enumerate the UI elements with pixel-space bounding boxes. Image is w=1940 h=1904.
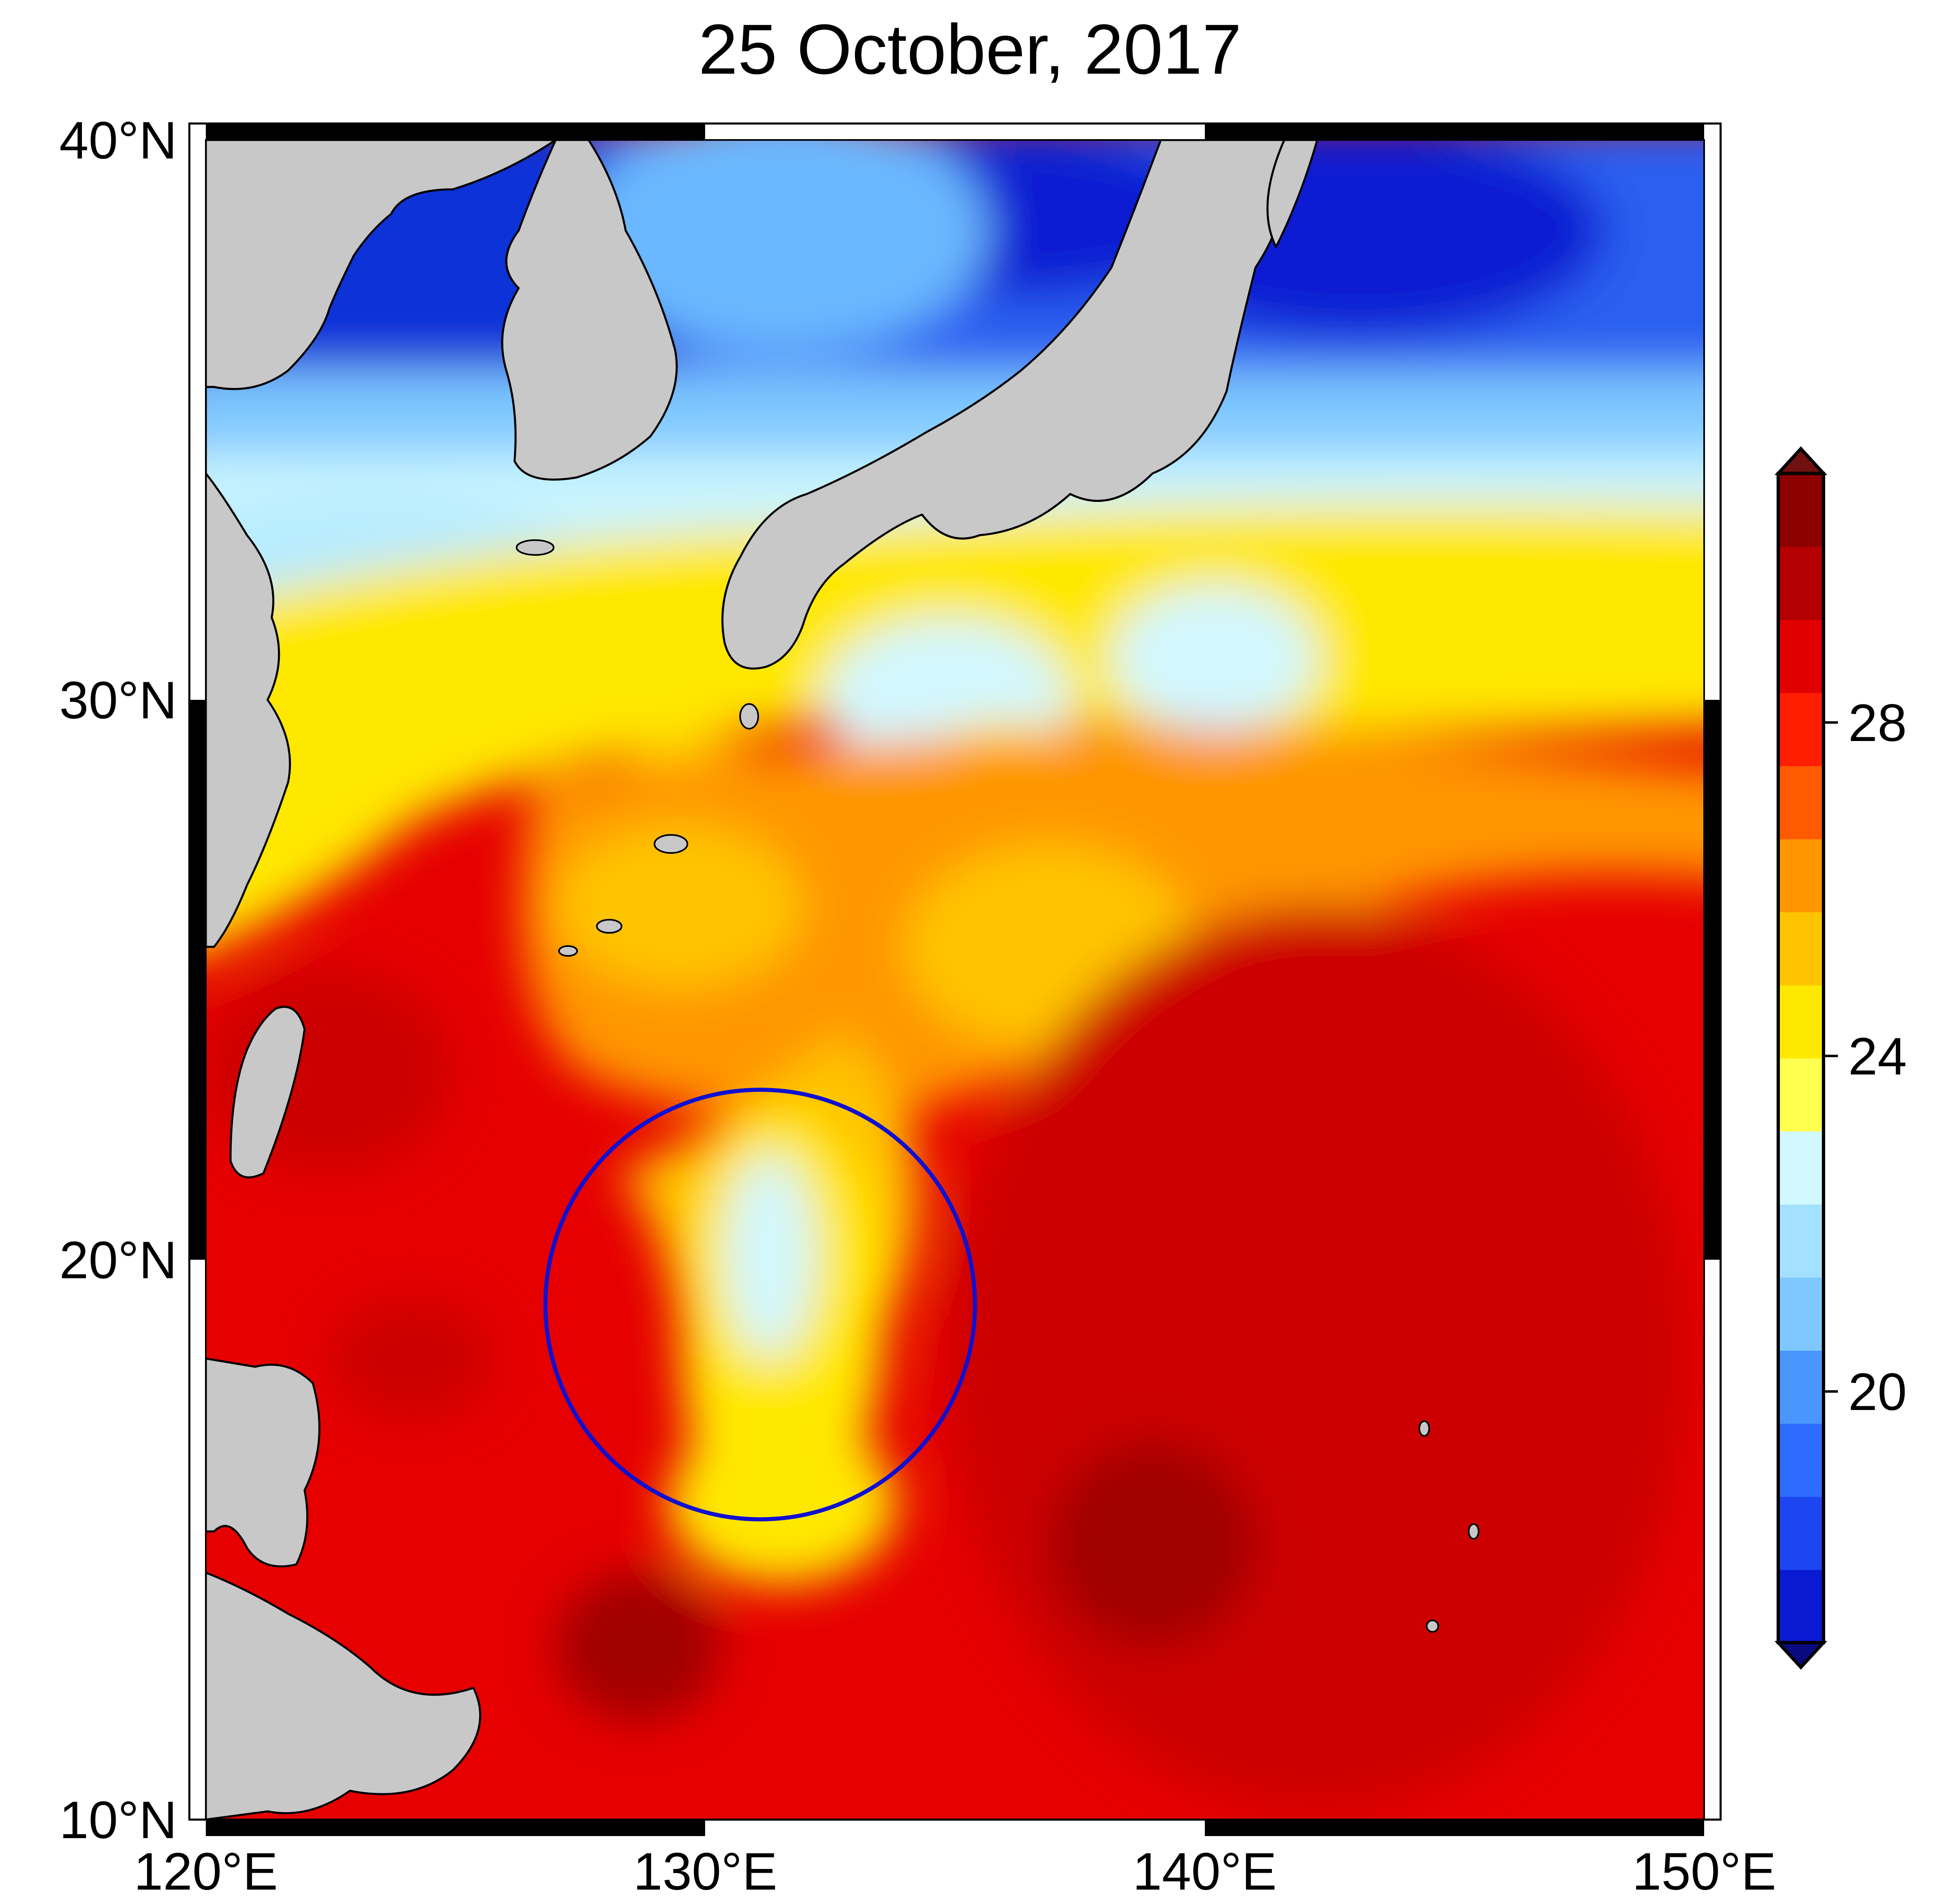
land-korea <box>501 140 678 481</box>
colorbar-segment <box>1778 766 1824 839</box>
latitude-tick-labels: 10°N 20°N 30°N 40°N <box>59 111 177 1850</box>
lon-tick-label: 120°E <box>134 1842 278 1901</box>
map-frame <box>188 122 1722 1836</box>
colorbar-segment <box>1778 620 1824 693</box>
map-title: 25 October, 2017 <box>698 10 1242 89</box>
colorbar-over-arrow <box>1774 446 1828 475</box>
colorbar-segment <box>1778 1131 1824 1205</box>
longitude-tick-labels: 120°E 130°E 140°E 150°E <box>134 1842 1776 1901</box>
colorbar-segment <box>1778 1204 1824 1278</box>
colorbar-tick-label: 28 <box>1848 694 1907 753</box>
lon-tick-label: 140°E <box>1133 1842 1277 1901</box>
lat-tick-label: 40°N <box>59 111 177 170</box>
colorbar-segment <box>1778 839 1824 912</box>
colorbar-segment <box>1778 912 1824 986</box>
colorbar-under-arrow <box>1774 1641 1828 1670</box>
land-taiwan <box>229 1006 306 1179</box>
colorbar-segment <box>1778 1350 1824 1424</box>
colorbar-tick-label: 20 <box>1848 1363 1907 1422</box>
colorbar: 20 24 28 <box>1774 446 1907 1670</box>
colorbar-segment <box>1778 1423 1824 1497</box>
colorbar-segment <box>1778 546 1824 620</box>
highlight-circle <box>543 1088 977 1522</box>
lat-tick-label: 10°N <box>59 1791 177 1850</box>
land-luzon <box>206 1357 321 1568</box>
colorbar-segment <box>1778 473 1824 547</box>
land-philippines-south <box>206 1571 482 1820</box>
island-chains <box>516 539 1479 1633</box>
land-japan <box>721 140 1288 670</box>
land-china-korea <box>206 140 557 948</box>
lon-tick-label: 130°E <box>633 1842 777 1901</box>
colorbar-segment <box>1778 1569 1824 1643</box>
lat-tick-label: 30°N <box>59 671 177 730</box>
colorbar-segment <box>1778 1277 1824 1351</box>
colorbar-segment <box>1778 985 1824 1058</box>
colorbar-border <box>1777 472 1825 1644</box>
colorbar-segment <box>1778 1496 1824 1570</box>
colorbar-segment <box>1778 1058 1824 1132</box>
colorbar-tick-label: 24 <box>1848 1027 1907 1086</box>
sst-field <box>206 140 1704 1820</box>
land-japan-east <box>1266 140 1318 248</box>
lon-tick-label: 150°E <box>1632 1842 1776 1901</box>
land-masses <box>206 140 1318 1820</box>
lat-tick-label: 20°N <box>59 1231 177 1290</box>
colorbar-segment <box>1778 692 1824 766</box>
